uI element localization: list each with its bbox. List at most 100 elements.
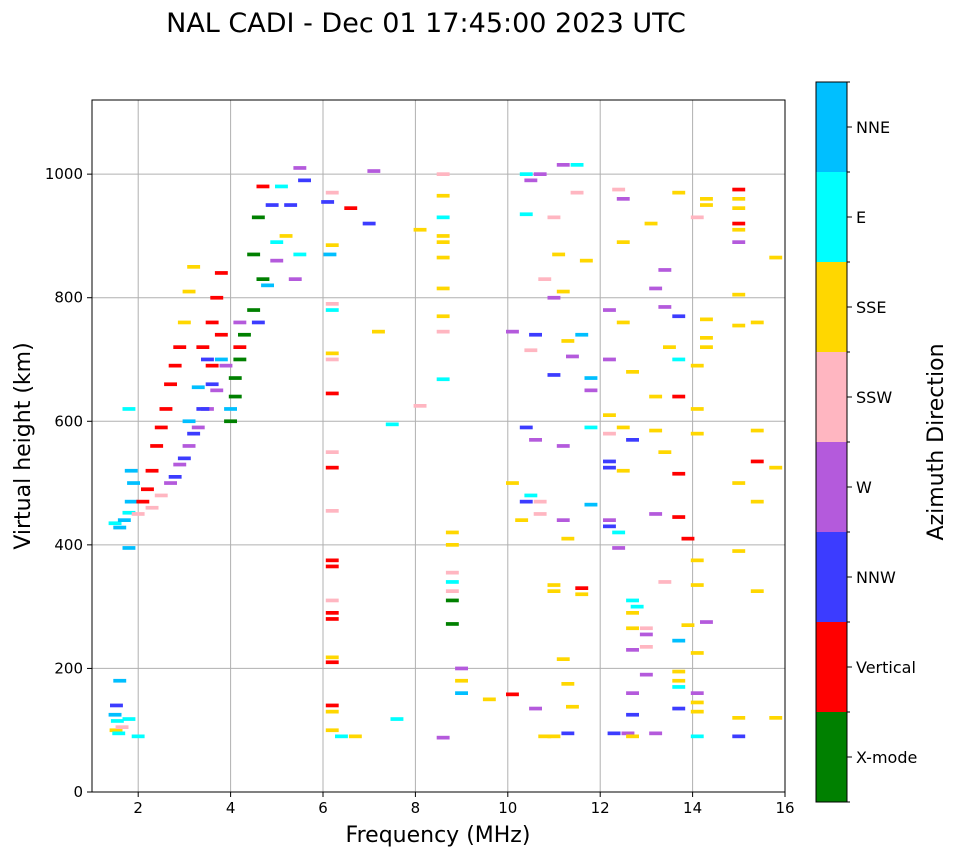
echo-segment — [205, 363, 219, 368]
echo-segment — [672, 314, 686, 319]
y-tick-label: 1000 — [45, 165, 83, 183]
colorbar-swatch — [816, 82, 847, 172]
echo-segment — [325, 660, 339, 665]
echo-segment — [275, 184, 288, 189]
colorbar-label: Azimuth Direction — [924, 343, 949, 540]
echo-segment — [325, 351, 339, 356]
colorbar-tick-label: SSW — [856, 388, 892, 407]
echo-segment — [626, 598, 639, 603]
echo-segment — [639, 632, 653, 637]
echo-segment — [690, 709, 704, 714]
echo-segment — [750, 459, 764, 464]
echo-segment — [122, 407, 136, 411]
echo-segment — [519, 499, 533, 504]
echo-segment — [270, 258, 284, 263]
echo-segment — [690, 431, 704, 436]
echo-segment — [233, 345, 247, 349]
echo-segment — [136, 499, 150, 504]
echo-segment — [556, 444, 570, 448]
echo-segment — [173, 462, 187, 467]
echo-segment — [603, 524, 616, 529]
echo-segment — [210, 295, 224, 300]
echo-segment — [182, 444, 196, 448]
echo-segment — [390, 717, 404, 721]
echo-segment — [131, 512, 145, 516]
echo-segment — [644, 221, 658, 226]
echo-segment — [732, 716, 746, 720]
echo-segment — [348, 734, 362, 739]
echo-marks — [108, 163, 783, 740]
echo-segment — [196, 345, 210, 349]
echo-segment — [436, 215, 450, 220]
echo-segment — [164, 382, 177, 387]
echo-segment — [658, 580, 672, 584]
x-tick-label: 14 — [683, 799, 702, 817]
echo-segment — [506, 692, 519, 697]
echo-segment — [413, 404, 427, 408]
x-tick-label: 6 — [318, 799, 328, 817]
echo-segment — [639, 626, 653, 631]
echo-segment — [672, 638, 686, 643]
echo-segment — [154, 493, 168, 498]
echo-segment — [112, 731, 126, 736]
echo-segment — [455, 691, 468, 695]
echo-segment — [224, 407, 237, 411]
echo-segment — [519, 212, 533, 217]
echo-segment — [603, 459, 616, 464]
echo-segment — [547, 373, 561, 377]
echo-segment — [224, 419, 237, 424]
echo-segment — [519, 172, 533, 176]
echo-segment — [482, 697, 496, 702]
echo-segment — [113, 525, 127, 530]
echo-segment — [219, 363, 233, 368]
echo-segment — [436, 286, 450, 291]
echo-segment — [732, 292, 746, 297]
echo-segment — [603, 308, 616, 312]
echo-segment — [117, 518, 131, 522]
echo-segment — [109, 728, 123, 733]
echo-segment — [626, 712, 639, 717]
echo-segment — [108, 521, 122, 526]
echo-segment — [616, 468, 630, 473]
echo-segment — [663, 345, 676, 349]
echo-segment — [524, 178, 538, 183]
echo-segment — [672, 515, 686, 519]
colorbar-swatch — [816, 262, 847, 352]
echo-segment — [672, 357, 686, 362]
echo-segment — [732, 221, 746, 226]
echo-segment — [228, 376, 242, 380]
echo-segment — [538, 277, 552, 281]
echo-segment — [110, 719, 124, 723]
echo-segment — [552, 252, 566, 257]
echo-segment — [607, 731, 621, 736]
echo-segment — [556, 163, 570, 167]
echo-segment — [566, 354, 579, 359]
echo-segment — [445, 580, 459, 584]
echo-segment — [750, 589, 764, 593]
echo-segment — [547, 734, 561, 739]
echo-segment — [612, 546, 626, 550]
echo-segment — [293, 166, 307, 170]
echo-segment — [145, 505, 159, 510]
echo-segment — [690, 651, 704, 655]
echo-segment — [141, 487, 154, 492]
echo-segment — [325, 709, 339, 714]
colorbar-swatch — [816, 172, 847, 262]
echo-segment — [700, 345, 713, 349]
plot-area: 2 4 6 8 10 12 14 16 0 200 400 600 800 1000 — [45, 99, 795, 817]
echo-segment — [529, 438, 542, 442]
echo-segment — [584, 425, 598, 430]
echo-segment — [533, 499, 547, 504]
echo-segment — [612, 187, 626, 192]
echo-segment — [547, 215, 561, 220]
y-axis-ticks: 0 200 400 600 800 1000 — [45, 165, 92, 801]
echo-segment — [150, 444, 164, 448]
echo-segment — [626, 691, 639, 695]
colorbar-tick-label: SSE — [856, 298, 886, 317]
echo-segment — [436, 377, 450, 382]
echo-segment — [506, 329, 519, 334]
echo-segment — [626, 438, 639, 442]
echo-segment — [672, 685, 686, 689]
echo-segment — [649, 512, 663, 516]
